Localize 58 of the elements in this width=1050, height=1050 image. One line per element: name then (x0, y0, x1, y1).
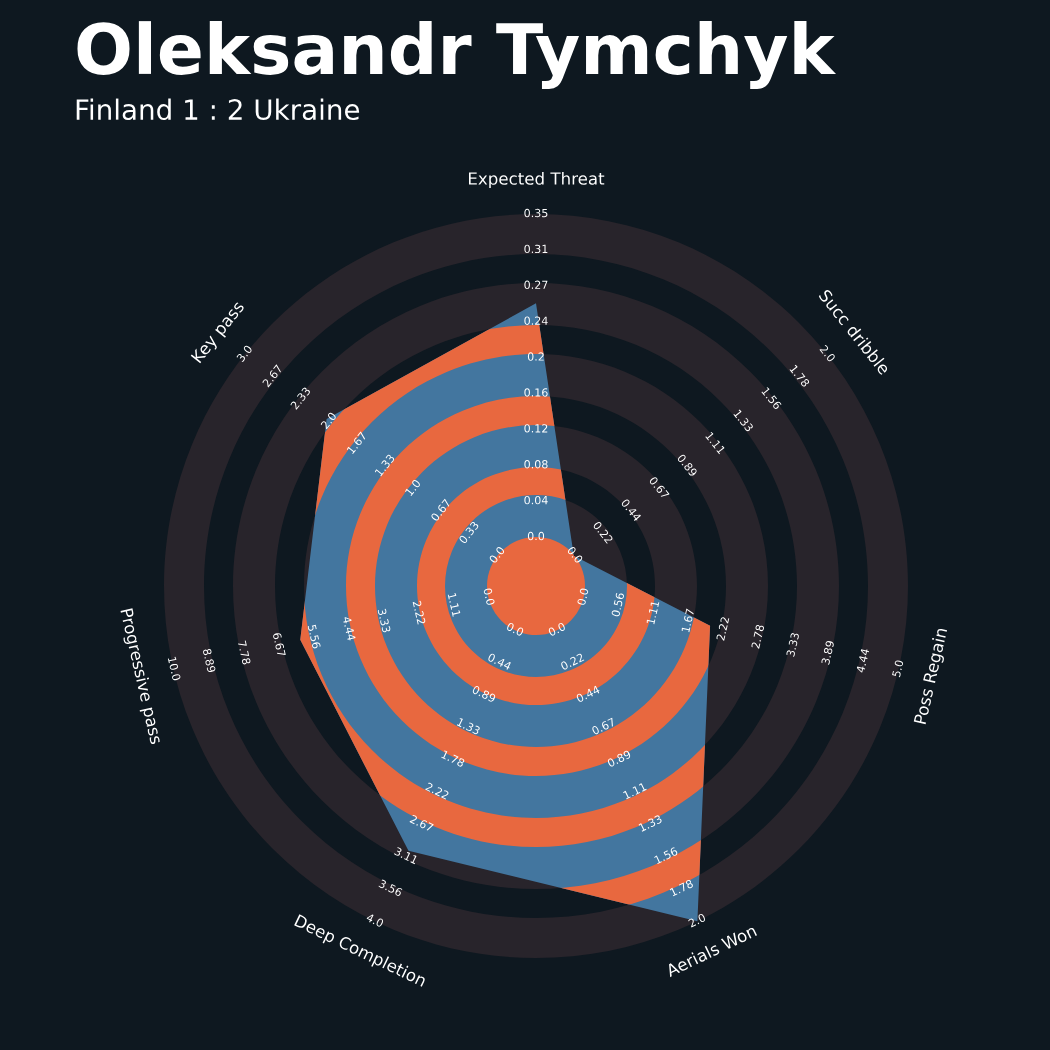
text: 5.0 (891, 659, 904, 678)
text: 2.78 (751, 624, 765, 649)
text: 0.0 (566, 545, 584, 564)
text: 0.08 (524, 460, 548, 469)
text: 0.0 (576, 587, 589, 606)
text: 1.0 (404, 478, 422, 497)
text: 1.78 (441, 749, 466, 768)
text: 4.44 (342, 616, 356, 641)
text: 0.0 (547, 621, 566, 637)
text: 1.67 (681, 608, 695, 633)
text: 10.0 (167, 656, 181, 681)
text: 0.27 (524, 280, 548, 289)
text: 0.44 (575, 685, 601, 703)
text: 2.0 (687, 912, 707, 928)
text: 1.11 (447, 592, 461, 617)
text: 0.89 (471, 685, 497, 703)
text: 7.78 (237, 640, 251, 665)
text: 1.11 (646, 600, 660, 625)
text: 4.44 (856, 648, 870, 673)
text: 3.56 (378, 879, 403, 897)
text: 0.31 (524, 244, 548, 254)
text: 0.0 (488, 545, 506, 564)
text: 0.16 (524, 388, 548, 397)
text: 2.22 (716, 616, 730, 641)
text: 0.89 (606, 749, 632, 768)
text: 2.0 (320, 411, 337, 430)
text: 1.33 (638, 814, 663, 832)
text: 4.0 (365, 912, 385, 928)
spoke-label: Expected Threat (468, 171, 605, 189)
text: 5.56 (307, 624, 321, 649)
text: 2.0 (819, 344, 836, 363)
text: 3.89 (821, 640, 835, 665)
text: 0.44 (487, 652, 512, 671)
text: 0.22 (560, 652, 585, 671)
text: 0.04 (524, 495, 548, 505)
text: 1.11 (622, 782, 647, 800)
text: 8.89 (202, 648, 216, 673)
text: 2.67 (409, 814, 434, 833)
text: 0.12 (524, 424, 548, 433)
text: 0.67 (591, 717, 616, 736)
spoke-label: Poss Regain (913, 627, 951, 725)
text: 6.67 (272, 632, 286, 657)
text: 3.0 (236, 344, 253, 363)
text: 0.56 (611, 592, 625, 617)
text: 0.0 (483, 587, 496, 606)
text: 1.56 (653, 846, 679, 865)
text: 3.33 (786, 632, 800, 657)
text: 3.11 (393, 846, 419, 865)
text: 2.22 (425, 782, 450, 800)
text: 1.78 (669, 879, 694, 897)
text: 0.2 (527, 352, 544, 361)
text: 2.22 (412, 600, 426, 625)
text: 0.35 (524, 208, 548, 218)
text: 0.0 (506, 621, 525, 637)
text: 1.33 (456, 717, 481, 736)
text: 3.33 (377, 608, 391, 633)
chart-subtitle: Finland 1 : 2 Ukraine (76, 98, 360, 121)
chart-title: Oleksandr Tymchyk (77, 21, 837, 89)
